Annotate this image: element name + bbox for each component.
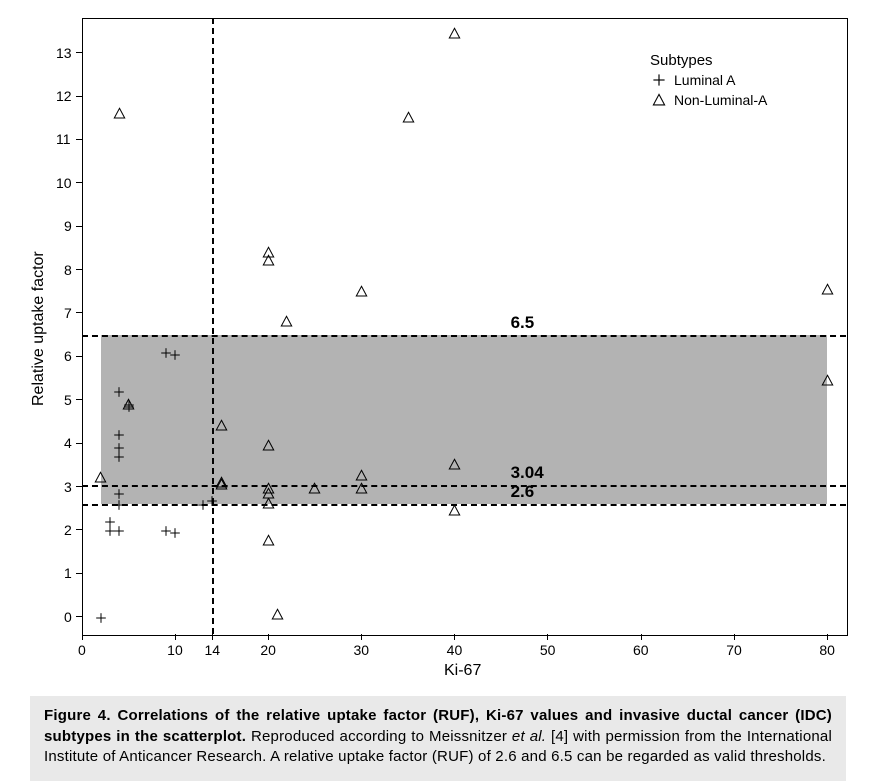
hline-label: 6.5	[511, 313, 535, 333]
y-tick-label: 0	[64, 609, 72, 625]
point-non-luminal-a	[113, 107, 126, 120]
plot-panel	[82, 18, 848, 636]
x-tick-label: 80	[819, 642, 835, 658]
y-tick-label: 7	[64, 305, 72, 321]
point-non-luminal-a	[271, 608, 284, 621]
point-non-luminal-a	[355, 285, 368, 298]
legend-item: Non-Luminal-A	[650, 91, 767, 109]
hline	[82, 485, 846, 487]
legend-item: Luminal A	[650, 71, 767, 89]
point-non-luminal-a	[280, 315, 293, 328]
legend: Subtypes Luminal A Non-Luminal-A	[650, 52, 767, 109]
triangle-icon	[650, 91, 668, 109]
point-non-luminal-a	[215, 476, 228, 489]
point-non-luminal-a	[122, 398, 135, 411]
point-luminal-a	[113, 450, 125, 462]
point-non-luminal-a	[448, 458, 461, 471]
x-tick-label: 10	[167, 642, 183, 658]
point-non-luminal-a	[215, 419, 228, 432]
caption-body-1: Reproduced according to Meissnitzer	[246, 728, 512, 745]
x-axis-title: Ki-67	[444, 662, 481, 680]
point-luminal-a	[169, 348, 181, 360]
vline	[212, 18, 214, 634]
point-non-luminal-a	[355, 469, 368, 482]
y-tick-label: 8	[64, 262, 72, 278]
legend-label: Luminal A	[674, 72, 735, 88]
y-tick-label: 5	[64, 392, 72, 408]
figure: Subtypes Luminal A Non-Luminal-A Relative…	[0, 0, 876, 781]
y-tick-label: 2	[64, 522, 72, 538]
point-luminal-a	[113, 498, 125, 510]
point-non-luminal-a	[262, 439, 275, 452]
y-tick-label: 3	[64, 479, 72, 495]
point-luminal-a	[169, 526, 181, 538]
y-tick-label: 12	[56, 88, 72, 104]
x-tick-label: 30	[354, 642, 370, 658]
y-tick-label: 10	[56, 175, 72, 191]
x-tick-label: 0	[78, 642, 86, 658]
hline	[82, 335, 846, 337]
y-tick-label: 9	[64, 218, 72, 234]
y-axis-title: Relative uptake factor	[30, 251, 48, 406]
point-non-luminal-a	[262, 254, 275, 267]
plus-icon	[650, 71, 668, 89]
legend-title: Subtypes	[650, 52, 767, 69]
point-non-luminal-a	[262, 534, 275, 547]
y-tick-label: 1	[64, 565, 72, 581]
point-non-luminal-a	[821, 283, 834, 296]
point-non-luminal-a	[821, 374, 834, 387]
x-tick-label: 14	[204, 642, 220, 658]
x-tick-label: 40	[447, 642, 463, 658]
point-luminal-a	[113, 385, 125, 397]
point-non-luminal-a	[308, 482, 321, 495]
point-non-luminal-a	[94, 471, 107, 484]
point-non-luminal-a	[448, 27, 461, 40]
y-tick-label: 4	[64, 435, 72, 451]
x-tick-label: 70	[726, 642, 742, 658]
caption-italic: et al.	[512, 728, 546, 745]
point-non-luminal-a	[402, 111, 415, 124]
y-tick-label: 13	[56, 45, 72, 61]
y-tick-label: 6	[64, 348, 72, 364]
x-tick-label: 20	[260, 642, 276, 658]
point-luminal-a	[113, 524, 125, 536]
point-luminal-a	[206, 494, 218, 506]
hline-label: 2.6	[511, 482, 535, 502]
y-tick-label: 11	[56, 131, 71, 147]
figure-caption: Figure 4. Correlations of the relative u…	[30, 696, 846, 781]
point-non-luminal-a	[448, 504, 461, 517]
x-tick-label: 50	[540, 642, 556, 658]
point-non-luminal-a	[262, 497, 275, 510]
point-non-luminal-a	[355, 482, 368, 495]
legend-label: Non-Luminal-A	[674, 92, 767, 108]
point-luminal-a	[113, 428, 125, 440]
x-tick-label: 60	[633, 642, 649, 658]
point-luminal-a	[95, 611, 107, 623]
hline-label: 3.04	[511, 463, 544, 483]
